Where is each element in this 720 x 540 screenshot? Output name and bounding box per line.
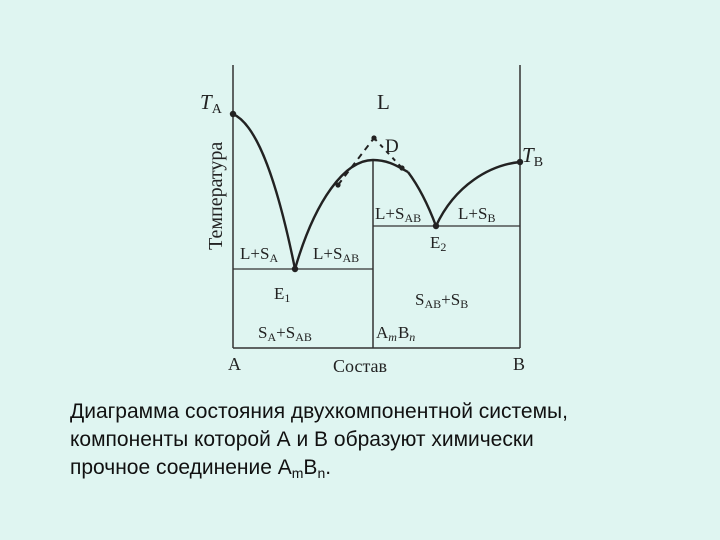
liquidus-d-e2 <box>407 171 438 227</box>
liquidus-a-e1 <box>232 112 297 270</box>
label-liquid: L <box>377 90 390 114</box>
x-label-b: B <box>513 354 525 374</box>
caption-line-3: прочное соединение АmВn. <box>70 456 332 481</box>
caption-line-2: компоненты которой А и В образуют химиче… <box>70 428 534 451</box>
liquidus-e1-d <box>293 158 409 270</box>
point-e2 <box>432 222 440 230</box>
phase-diagram: Температура TA L D TB L+SAB L+SB E2 L+SA… <box>200 65 543 376</box>
caption-line-1: Диаграмма состояния двухкомпонентной сис… <box>70 400 568 423</box>
point-ta <box>229 110 237 118</box>
caption: Диаграмма состояния двухкомпонентной сис… <box>70 398 690 482</box>
label-d: D <box>385 136 399 157</box>
label-e2: E2 <box>430 233 446 254</box>
point-right-dash <box>399 165 405 171</box>
region-l-sab-left: L+SAB <box>313 244 359 265</box>
label-tb: TB <box>522 143 543 170</box>
x-axis-label: Состав <box>333 356 387 376</box>
region-l-sab-right: L+SAB <box>375 204 421 225</box>
point-e1 <box>291 265 299 273</box>
region-sa-sab: SA+SAB <box>258 323 312 344</box>
label-e1: E1 <box>274 284 290 305</box>
point-tb <box>516 158 524 166</box>
x-label-a: A <box>228 354 241 374</box>
region-l-sa: L+SA <box>240 244 278 265</box>
metastable-dashed-right <box>373 137 403 169</box>
metastable-dashed-left <box>337 137 375 186</box>
point-d <box>371 135 377 141</box>
point-left-dash <box>335 182 341 188</box>
label-compound: AmBn <box>376 323 415 344</box>
liquidus-e2-b <box>434 160 521 227</box>
region-l-sb: L+SB <box>458 204 495 225</box>
label-ta: TA <box>200 90 223 117</box>
y-axis-label: Температура <box>205 142 227 250</box>
region-sab-sb: SAB+SB <box>415 290 468 311</box>
